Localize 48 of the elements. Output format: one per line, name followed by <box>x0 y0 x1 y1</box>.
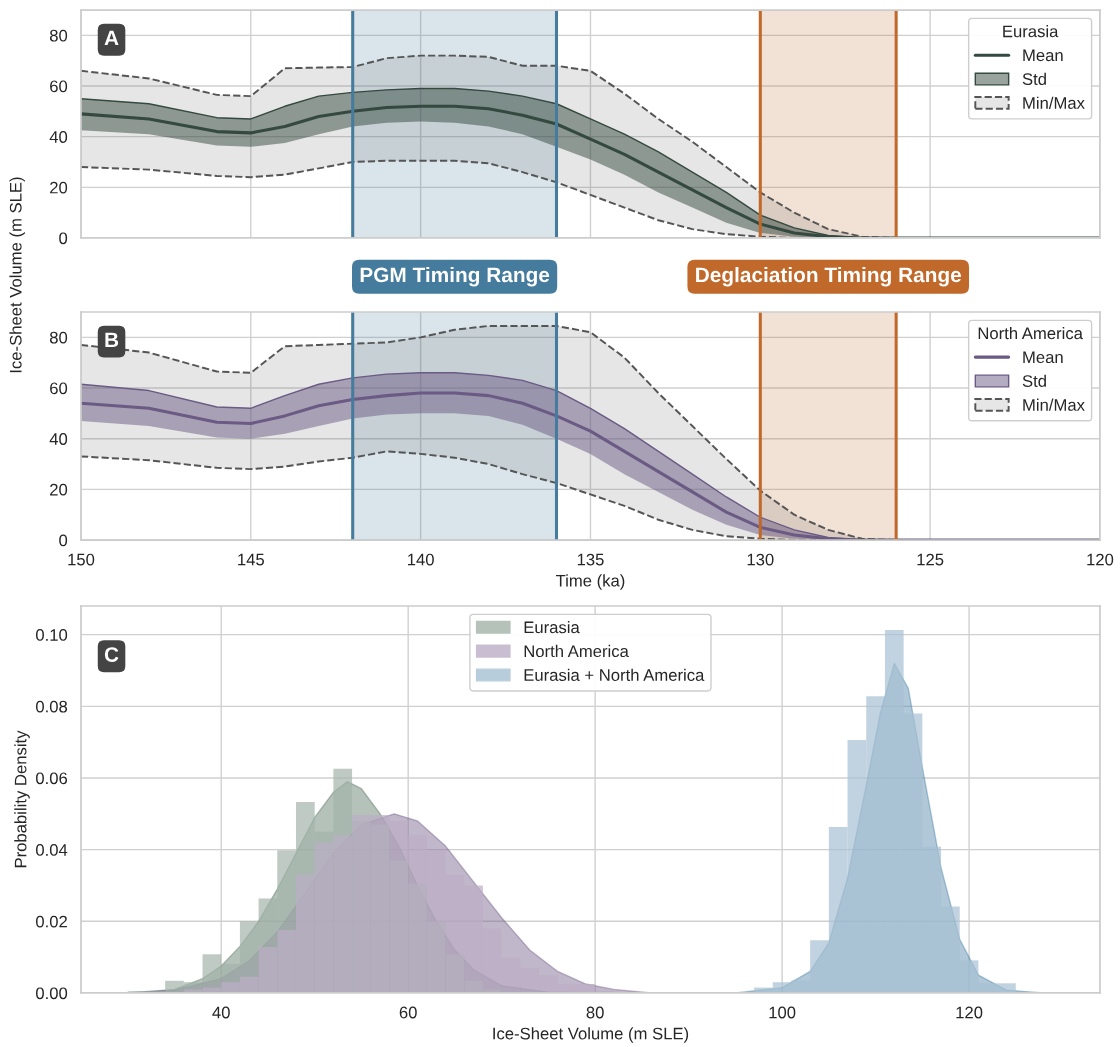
x-tick-label: 145 <box>238 553 265 566</box>
y-tick-label: 0.10 <box>36 629 68 641</box>
legend-label: Mean <box>1023 351 1063 364</box>
y-tick-label: 0.00 <box>36 987 68 1000</box>
x-tick-label: 130 <box>747 553 774 566</box>
legend-label: Mean <box>1023 49 1063 62</box>
y-tick-label: 20 <box>50 181 68 194</box>
legend-label: Min/Max <box>1023 96 1085 109</box>
y-tick-label: 20 <box>50 483 68 496</box>
y-tick-label: 80 <box>49 331 68 344</box>
x-tick-label: 125 <box>917 553 944 566</box>
x-tick-label: 140 <box>408 553 434 566</box>
legend-label: Std <box>1022 374 1046 387</box>
y-tick-label: 0 <box>59 232 68 245</box>
y-tick-label: 60 <box>50 80 68 93</box>
y-tick-label: 60 <box>50 382 68 395</box>
legend-label: Min/Max <box>1023 398 1085 411</box>
y-axis-title: Probability Density <box>14 730 30 868</box>
x-tick-label: 80 <box>586 1006 604 1019</box>
x-tick-label: 40 <box>212 1006 230 1019</box>
x-axis-title: Ice-Sheet Volume (m SLE) <box>493 1027 689 1043</box>
x-axis-title: Time (ka) <box>555 574 625 590</box>
legend-title: North America <box>978 327 1083 340</box>
y-tick-label: 40 <box>49 433 68 445</box>
annotation: B <box>105 332 119 348</box>
x-tick-label: 135 <box>577 553 604 566</box>
band-label: Deglaciation Timing Range <box>696 266 962 287</box>
x-tick-label: 60 <box>399 1006 417 1019</box>
x-tick-label: 120 <box>1087 553 1114 566</box>
x-tick-label: 150 <box>68 553 95 566</box>
legend-label: Eurasia + North America <box>524 668 705 681</box>
y-tick-label: 0 <box>59 534 68 547</box>
y-tick-label: 0.06 <box>36 772 68 785</box>
x-tick-label: 100 <box>769 1006 796 1019</box>
x-tick-label: 120 <box>956 1006 983 1019</box>
y-axis-title: Ice-Sheet Volume (m SLE) <box>9 177 25 373</box>
y-tick-label: 40 <box>49 131 68 143</box>
y-tick-label: 0.02 <box>36 915 67 928</box>
annotation: C <box>104 647 119 662</box>
legend-label: Eurasia <box>524 621 580 634</box>
y-tick-label: 80 <box>49 29 68 42</box>
y-tick-label: 0.08 <box>36 700 68 713</box>
legend-title: Eurasia <box>1003 25 1059 38</box>
band-label: PGM Timing Range <box>360 266 550 287</box>
y-tick-label: 0.04 <box>36 844 68 856</box>
legend-label: Std <box>1022 72 1046 86</box>
annotation: A <box>104 30 119 46</box>
legend-label: North America <box>524 644 629 658</box>
